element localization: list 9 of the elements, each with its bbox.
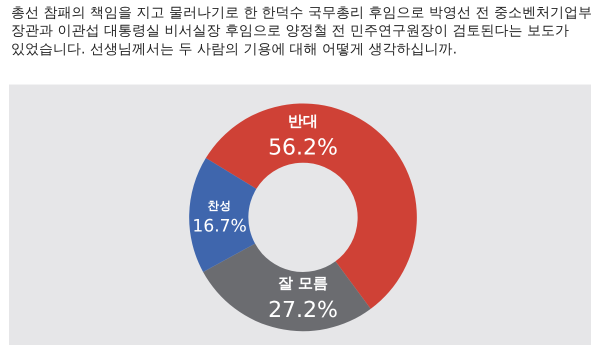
chart-title: 총선 참패의 책임을 지고 물러나기로 한 한덕수 국무총리 후임으로 박영선 전 중소벤처기업부 장관과 이관섭 대통령실 비서실장 후임으로 양정철 전 민주연구원장이 검토된다는 보도가 있었습니다. 선생님께서는 두 사람의 기용에 대해 어떻게 생각하십니까. — [11, 5, 592, 58]
data-label: 56.2% — [268, 136, 338, 161]
slice-label: 반대 — [288, 112, 318, 130]
slice-label: 찬성 — [208, 198, 232, 212]
donut-slice — [189, 158, 256, 272]
slice-label: 잘 모름 — [278, 274, 328, 292]
data-label: 27.2% — [268, 298, 338, 323]
data-label: 16.7% — [192, 216, 247, 237]
donut-slice — [203, 244, 371, 332]
